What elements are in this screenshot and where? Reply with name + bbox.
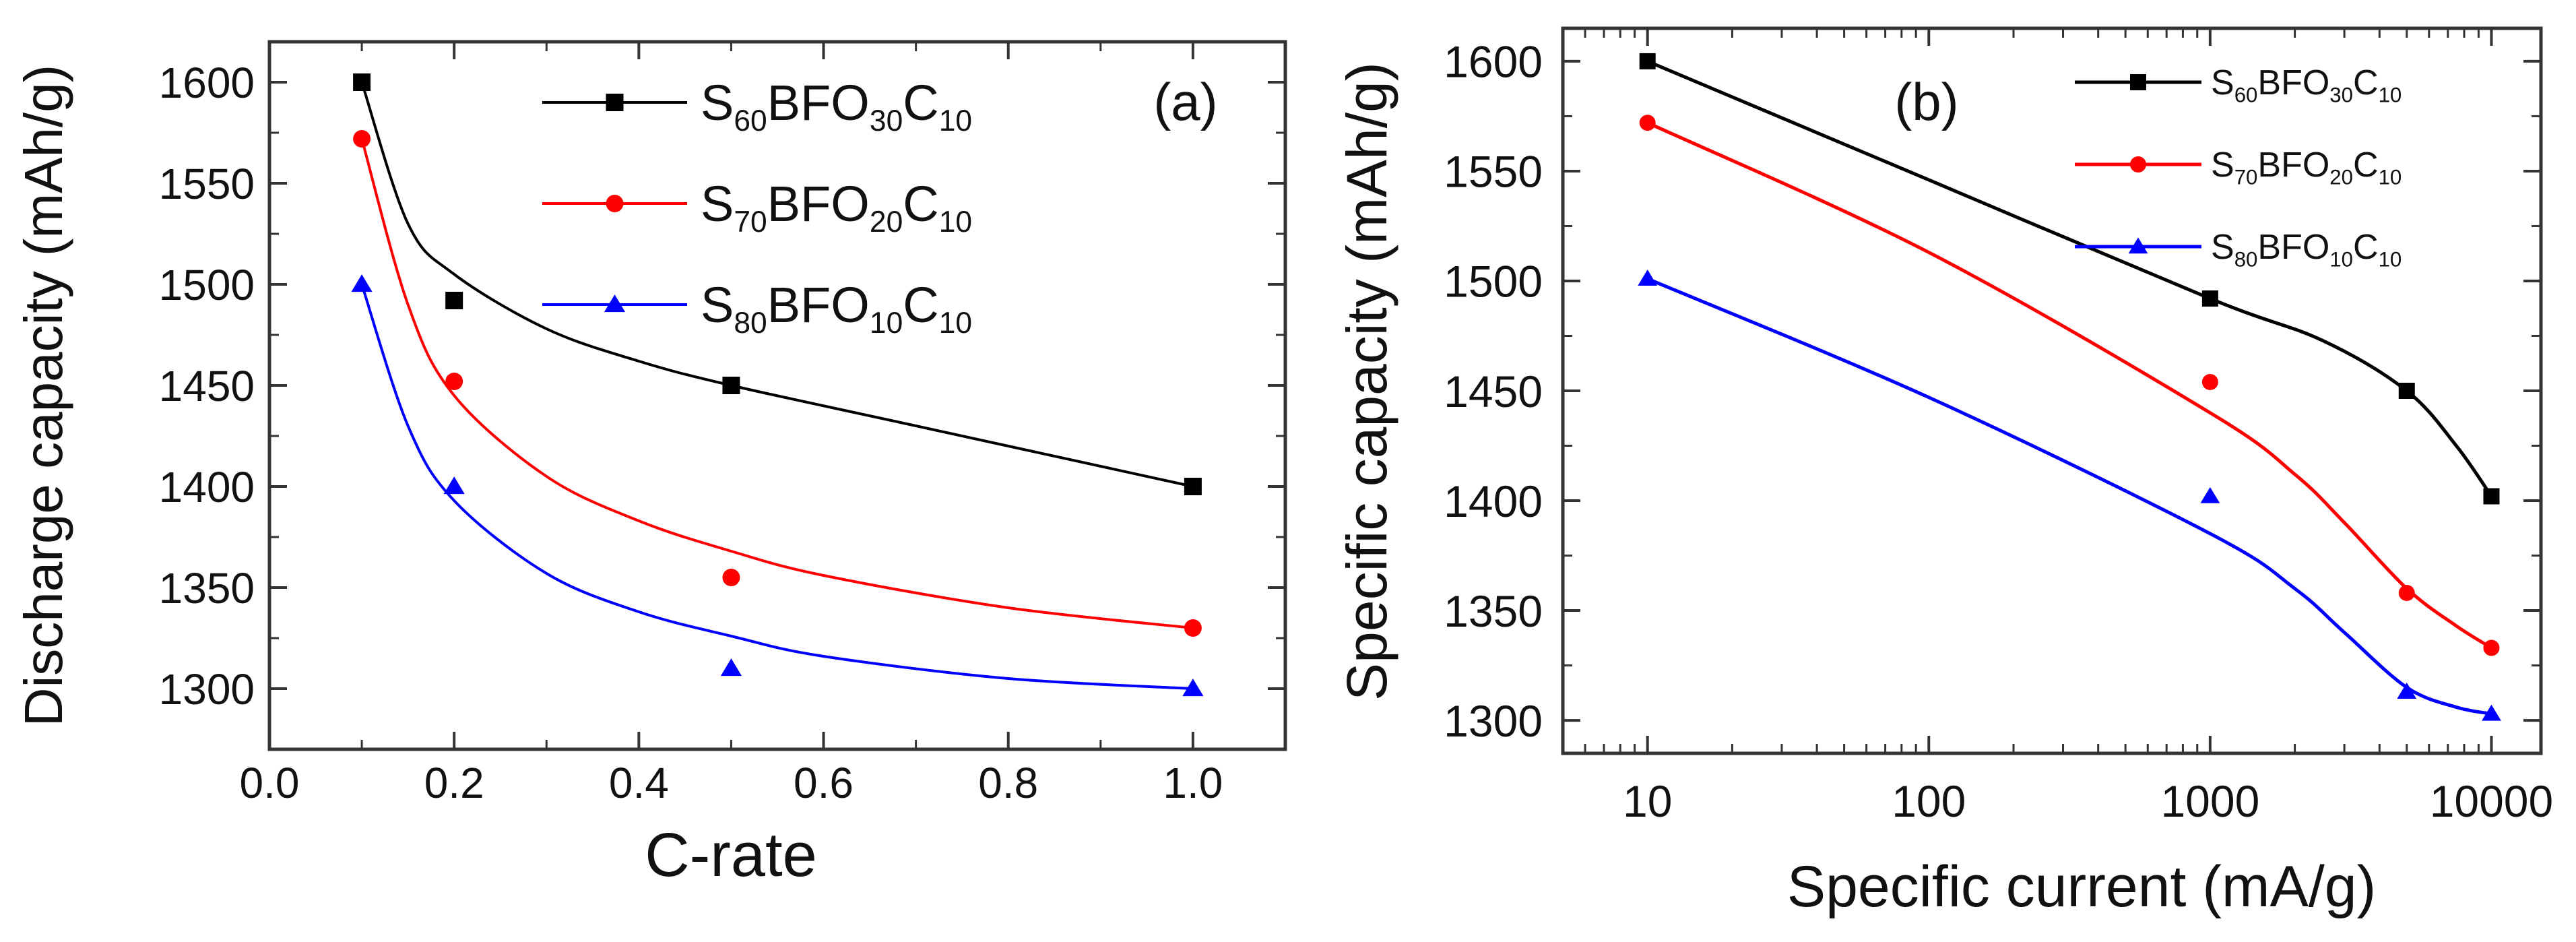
data-point [1184, 619, 1202, 637]
data-point [2483, 488, 2500, 505]
legend-entry: S70BFO20C10 [2075, 146, 2402, 189]
series-S70BFO20C10 [1639, 115, 2500, 656]
series-S80BFO10C10 [351, 274, 1204, 697]
data-point [2483, 639, 2500, 656]
y-tick-label: 1450 [1444, 367, 1543, 416]
y-tick-label: 1400 [1444, 476, 1543, 526]
legend-marker [2130, 74, 2146, 90]
data-point [2397, 683, 2417, 699]
y-axis-title: Specific capacity (mAh/g) [1335, 62, 1398, 701]
series-S80BFO10C10 [1638, 270, 2501, 721]
series-line [360, 138, 1194, 629]
y-tick-label: 1350 [159, 564, 255, 613]
legend-marker [2130, 156, 2146, 172]
series-line [1646, 277, 2492, 716]
panel-label: (b) [1894, 72, 1958, 131]
legend-marker [2128, 237, 2148, 254]
x-tick-label: 0.0 [240, 759, 300, 807]
x-tick-label: 1000 [2160, 776, 2259, 826]
y-tick-label: 1400 [159, 463, 255, 511]
legend-label: S60BFO30C10 [2211, 63, 2402, 106]
y-tick-label: 1550 [1444, 147, 1543, 197]
legend-entry: S70BFO20C10 [542, 176, 972, 239]
panel-label: (a) [1153, 72, 1217, 131]
plot-frame [267, 40, 1287, 751]
y-tick-label: 1300 [1444, 696, 1543, 746]
data-point [2201, 290, 2218, 307]
data-point [720, 658, 742, 677]
data-point [1638, 270, 1658, 286]
data-point [443, 476, 465, 495]
legend-label: S80BFO10C10 [701, 277, 972, 340]
data-point [353, 130, 371, 148]
data-point [445, 292, 463, 309]
x-tick-label: 100 [1892, 776, 1966, 826]
y-tick-label: 1500 [1444, 257, 1543, 307]
y-tick-label: 1550 [159, 160, 255, 208]
data-point [353, 73, 371, 91]
y-tick-label: 1500 [159, 261, 255, 309]
data-point [351, 274, 373, 292]
legend-label: S70BFO20C10 [701, 176, 972, 239]
y-tick-label: 1300 [159, 665, 255, 714]
series-line [1646, 121, 2492, 650]
data-point [2200, 486, 2220, 503]
data-point [1639, 115, 1656, 131]
series-S60BFO30C10 [1639, 53, 2500, 505]
legend-marker [606, 94, 624, 111]
x-axis-title: Specific current (mA/g) [1787, 854, 2377, 919]
chart-b: 10 100 1000 10000 1300 1350 1400 1450 1500 1550 16… [1335, 26, 2554, 919]
x-tick-label: 10 [1623, 776, 1672, 826]
series-S60BFO30C10 [353, 73, 1202, 495]
y-axis-title: Discharge capacity (mAh/g) [13, 65, 73, 727]
legend-label: S70BFO20C10 [2211, 146, 2402, 189]
x-tick-label: 0.2 [424, 759, 484, 807]
data-point [2201, 373, 2218, 390]
y-tick-label: 1450 [159, 362, 255, 410]
data-point [1639, 53, 1656, 69]
y-tick-label: 1600 [159, 59, 255, 107]
legend-entry: S80BFO10C10 [2075, 228, 2402, 272]
x-tick-label: 1.0 [1163, 759, 1223, 807]
legend-entry: S60BFO30C10 [542, 75, 972, 137]
data-point [722, 377, 740, 394]
x-tick-label: 10000 [2430, 776, 2554, 826]
legend-entry: S60BFO30C10 [2075, 63, 2402, 107]
legend-marker [606, 195, 624, 212]
chart-a: 0.0 0.2 0.4 0.6 0.8 1.0 1300 1350 1400 1450 1500 15… [13, 40, 1287, 889]
data-point [2398, 383, 2415, 399]
y-tick-label: 1350 [1444, 586, 1543, 636]
data-point [1182, 679, 1204, 697]
x-tick-label: 0.8 [978, 759, 1038, 807]
data-point [2398, 584, 2415, 601]
x-tick-label: 0.4 [609, 759, 669, 807]
x-axis-title: C-rate [645, 821, 817, 889]
y-tick-label: 1600 [1444, 37, 1543, 87]
data-point [2482, 704, 2501, 721]
data-point [722, 569, 740, 586]
data-point [1184, 478, 1202, 495]
legend-label: S60BFO30C10 [701, 75, 972, 137]
series-S70BFO20C10 [353, 130, 1202, 637]
legend-label: S80BFO10C10 [2211, 228, 2402, 271]
data-point [445, 373, 463, 390]
legend-entry: S80BFO10C10 [542, 277, 972, 340]
series-line [360, 284, 1194, 690]
plot-frame [1561, 26, 2543, 755]
series-line [360, 82, 1194, 488]
x-tick-label: 0.6 [794, 759, 854, 807]
legend-marker [604, 294, 626, 313]
series-line [1646, 59, 2493, 497]
